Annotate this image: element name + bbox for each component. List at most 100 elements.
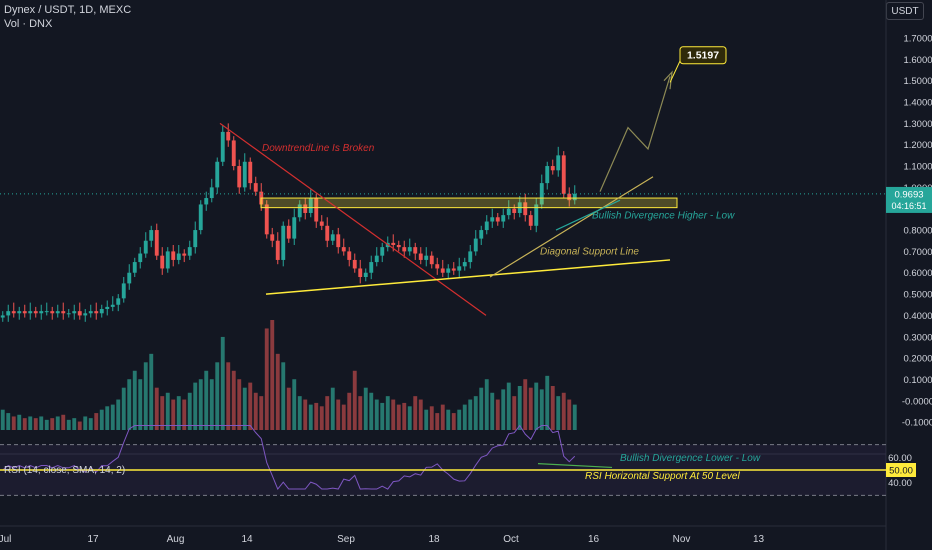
candle-body (149, 230, 154, 241)
volume-bar (105, 406, 110, 430)
volume-bar (534, 382, 539, 430)
volume-bar (484, 379, 489, 430)
volume-bar (44, 419, 49, 430)
volume-bar (61, 414, 66, 430)
price-tick-label: 1.2000 (903, 140, 932, 151)
diagonal-support-label: Diagonal Support Line (540, 247, 639, 258)
candle-body (50, 311, 55, 314)
price-tick-label: 0.1000 (903, 375, 932, 386)
candle-body (253, 183, 258, 192)
volume-bar (160, 396, 165, 430)
candle-body (220, 131, 225, 162)
volume-bar (143, 362, 148, 430)
candle-body (160, 255, 165, 269)
volume-bar (72, 418, 77, 430)
volume-bar (572, 404, 577, 430)
candle-body (314, 198, 319, 222)
time-axis-label: 14 (241, 534, 253, 545)
support-line (265, 259, 671, 295)
candle-body (435, 264, 440, 269)
price-tick-label: -0.1000 (902, 418, 932, 429)
volume-bar (237, 379, 242, 430)
candle-body (11, 311, 16, 314)
price-tick-label: 0.5000 (903, 290, 932, 301)
volume-bar (66, 419, 71, 430)
volume-bar (248, 382, 253, 430)
volume-bar (264, 328, 269, 430)
target-label: 1.5197 (687, 50, 719, 62)
candle-body (484, 221, 489, 231)
candle-body (374, 255, 379, 263)
candle-body (451, 268, 456, 271)
time-axis-label: 17 (87, 534, 99, 545)
price-tick-label: 0.8000 (903, 226, 932, 237)
volume-bar (561, 392, 566, 430)
volume-bar (281, 362, 286, 430)
price-tick-label: 0.4000 (903, 311, 932, 322)
resistance-zone (260, 197, 678, 209)
volume-bar (468, 399, 473, 430)
rsi-tick-label: 60.00 (888, 453, 912, 464)
rsi-tick-label: 40.00 (888, 478, 912, 489)
volume-bar (330, 387, 335, 430)
candle-body (347, 251, 352, 260)
candle-body (468, 251, 473, 263)
candle-body (237, 166, 242, 188)
volume-bar (545, 375, 550, 430)
rsi-current-badge (886, 463, 916, 477)
volume-bar (325, 396, 330, 430)
candle-body (187, 247, 192, 256)
candle-body (88, 311, 93, 314)
candle-body (264, 204, 269, 235)
current-price-value: 0.9693 (894, 189, 923, 200)
candle-body (391, 242, 396, 245)
candle-body (429, 255, 434, 265)
volume-bar (314, 402, 319, 430)
candle-body (17, 311, 22, 314)
candle-body (281, 225, 286, 260)
volume-bar (33, 418, 38, 430)
candle-body (226, 131, 231, 141)
volume-bar (358, 396, 363, 430)
candle-body (462, 262, 467, 267)
volume-bar (88, 418, 93, 430)
candle-body (308, 198, 313, 213)
candle-body (22, 311, 27, 314)
candle-body (138, 253, 143, 263)
volume-bar (429, 406, 434, 430)
volume-bar (407, 406, 412, 430)
candle-body (539, 183, 544, 205)
candle-body (127, 272, 132, 284)
candle-body (198, 204, 203, 231)
candle-body (413, 247, 418, 254)
candle-body (358, 268, 363, 278)
volume-bar (391, 399, 396, 430)
price-tick-label: 1.1000 (903, 162, 932, 173)
candle-body (534, 204, 539, 226)
candle-body (396, 244, 401, 248)
candle-body (528, 215, 533, 226)
candle-body (242, 161, 247, 188)
volume-bar (270, 320, 275, 430)
volume-bar (424, 409, 429, 430)
volume-bar (226, 362, 231, 430)
volume-bar (523, 379, 528, 430)
time-axis-label: Jul (0, 534, 11, 545)
volume-bar (352, 370, 357, 430)
candle-body (501, 215, 506, 222)
candle-body (72, 311, 77, 314)
current-price-badge (886, 186, 932, 213)
volume-bar (198, 379, 203, 430)
candle-body (440, 268, 445, 273)
volume-bar (380, 402, 385, 430)
candle-body (380, 247, 385, 256)
candle-body (363, 272, 368, 278)
volume-bar (341, 404, 346, 430)
candle-body (39, 311, 44, 314)
volume-bar (402, 402, 407, 430)
candle-body (495, 217, 500, 222)
volume-bar (127, 379, 132, 430)
candle-body (402, 247, 407, 252)
